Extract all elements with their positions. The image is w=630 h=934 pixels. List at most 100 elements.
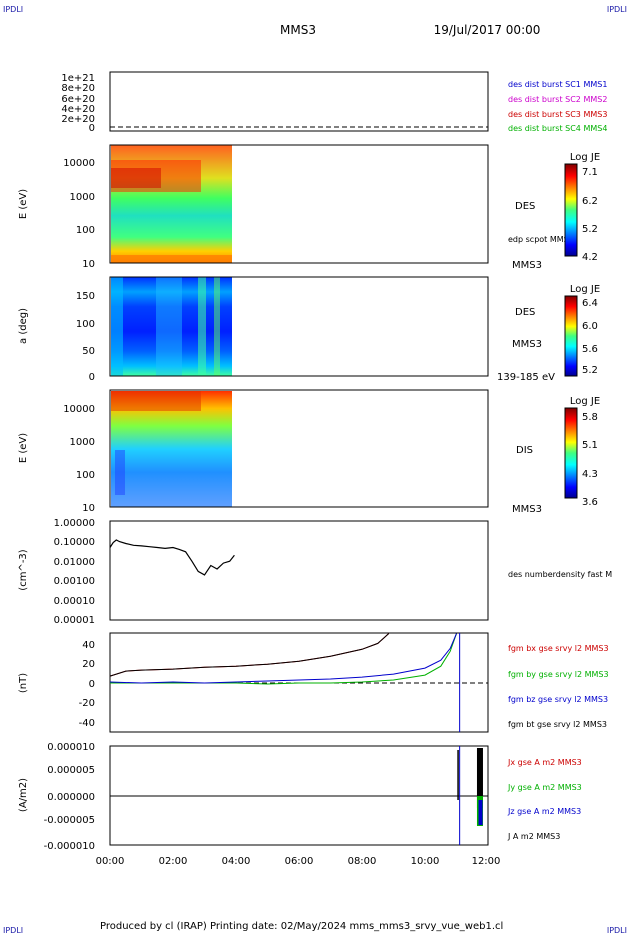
scpot-annotation: edp scpot MMS3 (508, 235, 574, 244)
ytick-label: 1000 (70, 192, 95, 203)
ytick-label: 100 (76, 225, 95, 236)
ytick-label: 0.00010 (54, 596, 95, 607)
ytick-label: 100 (76, 319, 95, 330)
colorbar-title: Log JE (570, 396, 600, 407)
ytick-label: 10000 (63, 404, 95, 415)
ytick-label: 100 (76, 470, 95, 481)
spacecraft-label: MMS3 (512, 260, 542, 271)
ytick-label: 40 (82, 640, 95, 651)
colorbar-tick: 5.8 (582, 412, 598, 423)
colorbar-tick: 6.4 (582, 298, 598, 309)
colorbar-tick: 6.2 (582, 196, 598, 207)
colorbar (564, 295, 578, 377)
ytick-label: 1000 (70, 437, 95, 448)
ytick-label: 0.10000 (54, 537, 95, 548)
ytick-label: 0.00001 (54, 615, 95, 626)
ytick-label: 0 (89, 679, 95, 690)
footer-credit: Produced by cl (IRAP) Printing date: 02/… (100, 921, 503, 932)
ytick-label: 0 (89, 372, 95, 383)
spacecraft-title: MMS3 (280, 23, 316, 37)
ytick-label: 4e+20 (61, 104, 95, 115)
legend-entry-by: fgm by gse srvy l2 MMS3 (508, 670, 609, 679)
xtick-label: 08:00 (348, 856, 377, 867)
instrument-label: DES (515, 201, 535, 212)
colorbar-title: Log JE (570, 152, 600, 163)
y-axis-label: a (deg) (18, 308, 29, 344)
ytick-label: 20 (82, 659, 95, 670)
colorbar-tick: 4.3 (582, 469, 598, 480)
time-axis: 00:00 02:00 04:00 06:00 08:00 10:00 12:0… (96, 856, 501, 867)
bz-series-line (109, 633, 457, 684)
legend-entry-mms2: des dist burst SC2 MMS2 (508, 95, 607, 104)
ytick-label: -40 (79, 718, 95, 729)
ytick-label: 8e+20 (61, 83, 95, 94)
legend-entry-mms4: des dist burst SC4 MMS4 (508, 124, 607, 133)
ytick-label: 0.000005 (47, 765, 95, 776)
j-burst-mark (476, 748, 483, 808)
ytick-label: -0.000005 (44, 815, 95, 826)
energy-range-label: 139-185 eV (497, 372, 555, 383)
colorbar-tick: 3.6 (582, 497, 598, 508)
y-axis-label: E (eV) (18, 433, 29, 463)
legend-entry-bx: fgm bx gse srvy l2 MMS3 (508, 644, 609, 653)
colorbar-tick: 5.6 (582, 344, 598, 355)
ytick-label: 2e+20 (61, 114, 95, 125)
legend-entry-density: des numberdensity fast M (508, 570, 612, 579)
ytick-label: -20 (79, 698, 95, 709)
xtick-label: 06:00 (285, 856, 314, 867)
panel-1-burst-flag: 1e+21 8e+20 6e+20 4e+20 2e+20 0 des dist… (61, 71, 607, 134)
ytick-label: 150 (76, 291, 95, 302)
datetime-title: 19/Jul/2017 00:00 (434, 23, 541, 37)
y-axis-label: (nT) (18, 673, 29, 693)
legend-entry-bt: fgm bt gse srvy l2 MMS3 (508, 720, 607, 729)
bt-series-line (109, 633, 390, 677)
y-axis-label: E (eV) (18, 189, 29, 219)
corner-label-bottom-right: IPDLI (607, 926, 627, 934)
colorbar-tick: 5.1 (582, 440, 598, 451)
panel-2-electron-energy-spectrogram: 10000 1000 100 10 E (eV) DES edp scpot M… (18, 144, 600, 271)
xtick-label: 10:00 (411, 856, 440, 867)
ytick-label: 0.01000 (54, 557, 95, 568)
density-series-line (109, 539, 235, 576)
colorbar (564, 163, 578, 257)
panel-5-number-density: 1.00000 0.10000 0.01000 0.00100 0.00010 … (18, 518, 612, 626)
xtick-label: 12:00 (472, 856, 501, 867)
instrument-label: DIS (516, 445, 533, 456)
ytick-label: 0 (89, 123, 95, 134)
ytick-label: 1e+21 (61, 73, 95, 84)
instrument-label: DES (515, 307, 535, 318)
corner-label-top-left: IPDLI (3, 5, 23, 14)
colorbar-title: Log JE (570, 284, 600, 295)
colorbar-tick: 5.2 (582, 224, 598, 235)
ytick-label: 50 (82, 346, 95, 357)
corner-label-bottom-left: IPDLI (3, 926, 23, 934)
ytick-label: 10 (82, 259, 95, 270)
y-axis-label: (A/m2) (18, 778, 29, 812)
colorbar-tick: 7.1 (582, 167, 598, 178)
ytick-label: 6e+20 (61, 94, 95, 105)
legend-entry-mms3: des dist burst SC3 MMS3 (508, 110, 607, 119)
legend-entry-jx: Jx gse A m2 MMS3 (507, 758, 582, 767)
by-series-line (110, 633, 457, 685)
panel-7-current-density: 0.000010 0.000005 0.000000 -0.000005 -0.… (18, 742, 582, 852)
colorbar-tick: 5.2 (582, 365, 598, 376)
legend-entry-mms1: des dist burst SC1 MMS1 (508, 80, 607, 89)
xtick-label: 00:00 (96, 856, 125, 867)
ytick-label: 0.000010 (47, 742, 95, 753)
legend-entry-jy: Jy gse A m2 MMS3 (507, 783, 582, 792)
panel-4-ion-energy-spectrogram: 10000 1000 100 10 E (eV) DIS MMS3 Log JE… (18, 389, 600, 515)
jz-burst-mark (478, 800, 483, 825)
ytick-label: 1.00000 (54, 518, 95, 529)
ytick-label: 10 (82, 503, 95, 514)
legend-entry-j: J A m2 MMS3 (507, 832, 560, 841)
corner-label-top-right: IPDLI (607, 5, 627, 14)
ytick-label: 0.000000 (47, 792, 95, 803)
legend-entry-jz: Jz gse A m2 MMS3 (507, 807, 581, 816)
spectrogram-image (111, 277, 232, 376)
ytick-label: 10000 (63, 158, 95, 169)
ytick-label: -0.000010 (44, 841, 95, 852)
colorbar-tick: 6.0 (582, 321, 598, 332)
colorbar (564, 407, 578, 499)
panel-3-pitch-angle-spectrogram: 150 100 50 0 a (deg) DES MMS3 139-185 eV… (18, 276, 600, 383)
